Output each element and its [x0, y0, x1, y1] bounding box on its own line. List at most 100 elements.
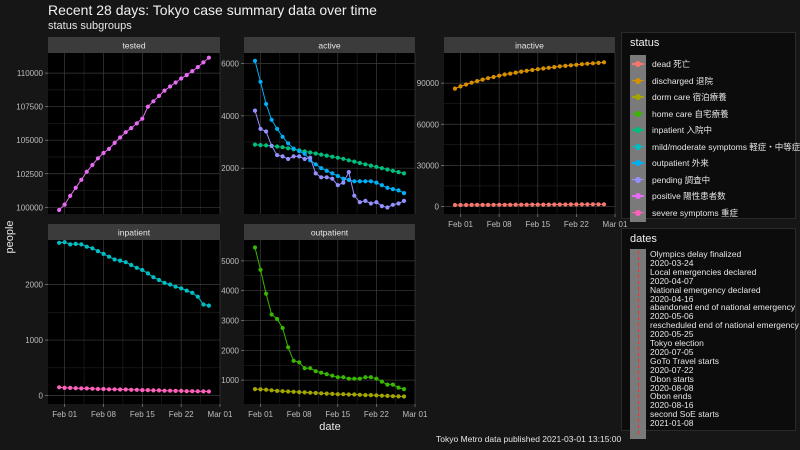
data-point — [401, 191, 407, 196]
data-point — [374, 164, 379, 169]
data-point — [118, 387, 123, 392]
series-line — [254, 110, 405, 209]
data-point — [596, 202, 601, 207]
strip-outpatient — [244, 224, 415, 240]
data-point — [346, 158, 351, 163]
data-point — [264, 129, 269, 134]
data-point — [79, 242, 84, 247]
data-point — [264, 291, 269, 296]
data-point — [302, 156, 307, 162]
status-legend-item: inpatient 入院中 — [630, 121, 800, 139]
legend-key — [630, 170, 646, 189]
data-point — [258, 143, 263, 148]
data-point — [179, 76, 184, 81]
data-point — [524, 68, 529, 73]
data-point — [519, 69, 524, 74]
data-point — [258, 387, 263, 392]
x-tick-label: Mar 01 — [208, 410, 233, 419]
data-point — [252, 58, 258, 64]
data-point — [101, 150, 106, 156]
data-point — [330, 373, 335, 378]
data-point — [379, 183, 384, 188]
data-point — [179, 286, 184, 291]
series-line — [455, 203, 604, 206]
data-point — [201, 302, 206, 307]
status-legend-label: discharged 退院 — [652, 75, 713, 86]
legend-key-dot — [635, 61, 641, 67]
status-legend-label: outpatient 外来 — [652, 158, 709, 168]
data-point — [190, 389, 195, 394]
panel-inactive: inactive 0 30000 60000 90000 Feb 01 Feb 08 Feb … — [417, 37, 628, 229]
data-point — [601, 202, 607, 207]
series-line — [59, 386, 209, 392]
data-point — [291, 146, 296, 151]
data-point — [68, 193, 73, 198]
data-point — [579, 202, 585, 207]
chart-title: Recent 28 days: Tokyo case summary data … — [48, 2, 377, 18]
data-point — [90, 246, 95, 251]
data-point — [390, 168, 395, 173]
data-point — [264, 387, 269, 392]
data-point — [168, 282, 173, 287]
data-point — [90, 162, 95, 168]
data-point — [206, 55, 211, 60]
data-point — [379, 166, 384, 171]
panel-tested: tested 100000 102500 105000 107500 110000 — [16, 37, 221, 214]
data-point — [162, 388, 167, 393]
data-point — [62, 202, 67, 207]
data-point — [84, 386, 89, 391]
data-point — [134, 265, 139, 270]
data-point — [469, 202, 474, 207]
data-point — [452, 86, 458, 91]
data-point — [95, 156, 100, 161]
series-line — [59, 241, 209, 307]
data-point — [319, 152, 324, 157]
data-point — [513, 202, 518, 207]
series-inpatient 入院中 — [252, 142, 407, 176]
x-axis-label: date — [319, 421, 340, 433]
data-point — [151, 275, 156, 280]
data-point — [368, 393, 373, 398]
data-point — [313, 390, 318, 396]
data-point — [252, 387, 258, 392]
dates-legend-line: 2020-07-05 — [650, 346, 694, 357]
data-point — [357, 392, 362, 397]
data-point — [68, 385, 73, 390]
data-point — [275, 126, 280, 131]
data-point — [346, 392, 351, 397]
y-tick-label: 0 — [435, 202, 440, 211]
status-legend-label: inpatient 入院中 — [652, 125, 712, 135]
data-point — [396, 201, 401, 206]
data-point — [269, 388, 274, 393]
data-point — [280, 325, 285, 331]
data-point — [363, 198, 368, 203]
data-point — [297, 390, 302, 395]
data-point — [579, 62, 585, 67]
data-point — [480, 77, 485, 82]
dates-legend-line: 2020-03-24 — [650, 257, 694, 268]
data-point — [179, 388, 184, 393]
data-point — [184, 73, 189, 78]
legend-key — [630, 154, 646, 172]
data-point — [313, 171, 318, 176]
x-tick-label: Mar 01 — [603, 220, 628, 229]
legend-key — [630, 71, 646, 90]
data-point — [396, 394, 401, 399]
data-point — [546, 202, 551, 207]
data-point — [390, 394, 395, 399]
data-point — [319, 370, 324, 375]
data-point — [313, 369, 318, 374]
data-point — [491, 74, 496, 80]
data-point — [379, 393, 384, 398]
x-tick-label: Mar 01 — [403, 410, 428, 419]
series-dead 死亡 — [452, 202, 607, 208]
data-point — [341, 375, 346, 380]
data-point — [140, 116, 145, 121]
data-point — [585, 61, 590, 66]
series-line — [454, 61, 605, 90]
data-point — [145, 388, 150, 393]
y-axis-label: people — [4, 220, 16, 253]
data-point — [140, 267, 145, 273]
data-point — [519, 202, 524, 207]
data-point — [379, 204, 384, 209]
